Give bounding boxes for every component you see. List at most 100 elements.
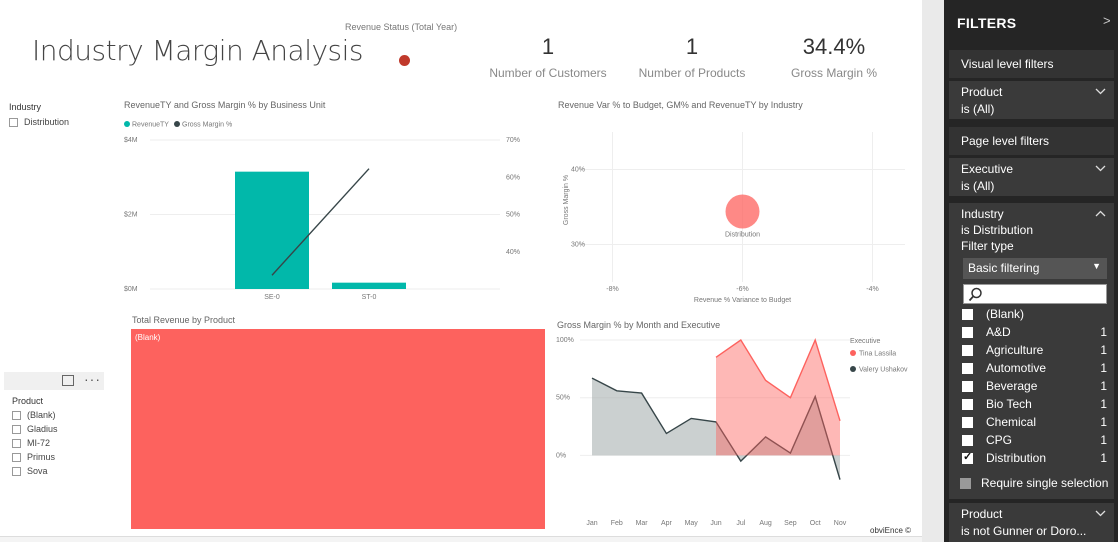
- filter-list-item[interactable]: (Blank): [962, 306, 1107, 322]
- revenue-status-indicator: [399, 55, 410, 66]
- checkbox-icon[interactable]: [962, 362, 973, 374]
- area-valery-ushakov: [592, 378, 840, 480]
- report-canvas: Industry Margin Analysis Revenue Status …: [0, 22, 922, 542]
- industry-slicer-item[interactable]: Distribution: [9, 117, 69, 127]
- checkbox-icon[interactable]: [9, 117, 18, 127]
- y-tick-label: 0%: [556, 452, 566, 459]
- filter-list-item[interactable]: Chemical 1: [962, 414, 1107, 430]
- filter-type-select[interactable]: Basic filtering ▼: [963, 258, 1107, 279]
- kpi-customers[interactable]: 1 Number of Customers: [488, 34, 608, 80]
- slicer-item-label: Distribution: [24, 117, 70, 127]
- checkbox-icon[interactable]: [962, 416, 973, 428]
- revenue-status-label: Revenue Status (Total Year): [345, 22, 458, 32]
- x-tick-label: Nov: [834, 520, 847, 527]
- kpi-label: Number of Products: [638, 66, 746, 80]
- checkbox-icon[interactable]: [962, 344, 973, 356]
- filter-list-item[interactable]: CPG 1: [962, 432, 1107, 448]
- checkbox-icon[interactable]: [12, 452, 21, 462]
- require-single-label: Require single selection: [981, 476, 1109, 490]
- scatter-bubble: [725, 194, 760, 229]
- filter-card-executive[interactable]: Executive is (All): [949, 158, 1114, 196]
- bar-st-0: [332, 282, 406, 289]
- credit-text: obviEnce ©: [870, 526, 912, 535]
- slicer-item-label: Gladius: [27, 424, 58, 434]
- filter-card-product[interactable]: Product is (All): [949, 81, 1114, 119]
- checkbox-icon[interactable]: [12, 438, 21, 448]
- y-tick-label: $2M: [124, 212, 138, 219]
- chevron-down-icon[interactable]: [1095, 87, 1106, 98]
- slicer-item-label: Sova: [27, 466, 48, 476]
- more-options-icon[interactable]: ···: [84, 371, 101, 387]
- product-slicer-item[interactable]: (Blank): [12, 410, 56, 420]
- filter-card-title: Industry: [961, 207, 1004, 221]
- focus-mode-icon[interactable]: [62, 375, 74, 386]
- legend-label: Tina Lassila: [859, 351, 896, 358]
- chevron-down-icon[interactable]: [1095, 509, 1106, 520]
- filter-card-industry[interactable]: Industry is Distribution Filter type: [949, 203, 1114, 499]
- treemap-tile-label: (Blank): [135, 333, 161, 342]
- y2-tick-label: 60%: [506, 174, 520, 181]
- y-tick-label: 100%: [556, 337, 574, 344]
- x-tick-label: SE-0: [264, 294, 280, 301]
- filter-item-count: 1: [1100, 379, 1107, 393]
- filter-list-item[interactable]: Automotive 1: [962, 360, 1107, 376]
- filter-list-item[interactable]: A&D 1: [962, 324, 1107, 340]
- checkbox-icon[interactable]: [962, 398, 973, 410]
- filter-item-label: Agriculture: [986, 343, 1044, 357]
- checkbox-icon[interactable]: [12, 424, 21, 434]
- area-chart[interactable]: 100% 50% 0% Jan Feb Mar Apr May Jun Jul Aug Sep Oct N…: [550, 332, 920, 530]
- kpi-gross-margin[interactable]: 34.4% Gross Margin %: [774, 34, 894, 80]
- chevron-down-icon[interactable]: [1095, 164, 1106, 175]
- filter-card-product-2[interactable]: Product is not Gunner or Doro...: [949, 503, 1114, 542]
- checkbox-icon[interactable]: [962, 308, 973, 320]
- filter-list-item[interactable]: Bio Tech 1: [962, 396, 1107, 412]
- checkbox-icon[interactable]: [962, 434, 973, 446]
- filter-list-item[interactable]: Agriculture 1: [962, 342, 1107, 358]
- filter-list-item[interactable]: Beverage 1: [962, 378, 1107, 394]
- filter-item-label: A&D: [986, 325, 1011, 339]
- legend-dot-revenue: [124, 121, 130, 127]
- y-tick-label: 50%: [556, 395, 570, 402]
- require-single-selection[interactable]: Require single selection: [960, 476, 1108, 490]
- filter-list-item[interactable]: Distribution 1: [962, 450, 1107, 466]
- filter-search-input[interactable]: [963, 284, 1107, 304]
- checkbox-icon[interactable]: [962, 326, 973, 338]
- slicer-item-label: Primus: [27, 452, 56, 462]
- filter-item-label: Chemical: [986, 415, 1037, 429]
- scatter-chart[interactable]: 40% 30% -8% -6% -4% Revenue % Variance to Bud…: [555, 112, 915, 307]
- product-slicer-item[interactable]: Sova: [12, 466, 48, 476]
- combo-chart-title: RevenueTY and Gross Margin % by Business…: [124, 100, 326, 110]
- treemap-tile-blank[interactable]: (Blank): [131, 329, 545, 529]
- legend-dot-valery: [850, 366, 856, 372]
- legend-title: Executive: [850, 338, 880, 345]
- chevron-up-icon[interactable]: [1095, 209, 1106, 220]
- y-axis-label: Gross Margin %: [563, 175, 570, 225]
- slicer-item-label: MI-72: [27, 438, 51, 448]
- chevron-right-icon[interactable]: >: [1103, 13, 1111, 28]
- product-slicer-item[interactable]: Primus: [12, 452, 55, 462]
- bubble-label: Distribution: [725, 232, 760, 239]
- filter-card-state: is (All): [961, 179, 995, 193]
- product-slicer-title: Product: [12, 396, 44, 406]
- checkbox-icon[interactable]: [960, 477, 971, 489]
- kpi-products[interactable]: 1 Number of Products: [632, 34, 752, 80]
- y-tick-label: 40%: [571, 167, 585, 174]
- x-axis-label: Revenue % Variance to Budget: [694, 297, 791, 304]
- combo-chart[interactable]: RevenueTY Gross Margin % $4M $2M $0M 70% 60% 50…: [120, 112, 530, 307]
- kpi-value: 1: [541, 34, 555, 59]
- filter-card-state: is not Gunner or Doro...: [961, 524, 1087, 538]
- product-slicer-item[interactable]: Gladius: [12, 424, 58, 434]
- checkbox-icon[interactable]: [962, 450, 973, 464]
- filter-item-count: 1: [1100, 361, 1107, 375]
- search-icon: [968, 287, 982, 302]
- product-slicer-item[interactable]: MI-72: [12, 438, 50, 448]
- x-tick-label: Sep: [784, 520, 797, 527]
- checkbox-icon[interactable]: [962, 380, 973, 392]
- x-tick-label: Apr: [661, 520, 673, 527]
- legend-dot-tina: [850, 350, 856, 356]
- checkbox-icon[interactable]: [12, 466, 21, 476]
- gross-margin-line: [271, 168, 370, 276]
- y-tick-label: $0M: [124, 286, 138, 293]
- page-title: Industry Margin Analysis: [32, 34, 364, 67]
- checkbox-icon[interactable]: [12, 410, 21, 420]
